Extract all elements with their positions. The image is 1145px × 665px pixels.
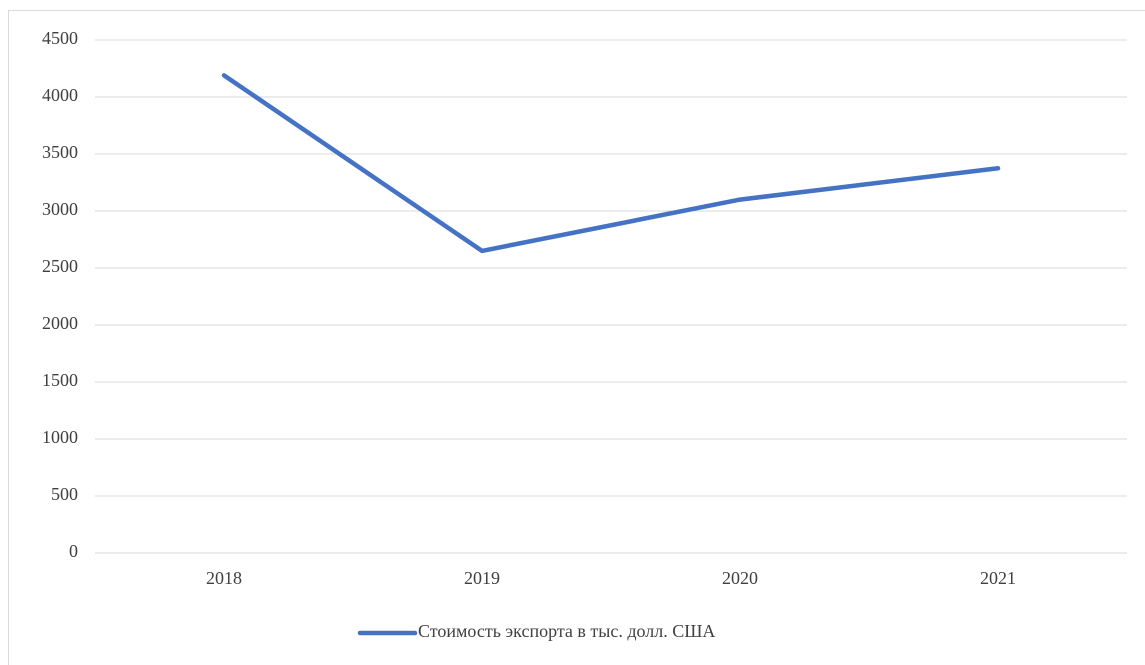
y-tick-label: 0 — [69, 541, 78, 561]
x-tick-label: 2020 — [722, 568, 758, 588]
y-tick-label: 4500 — [42, 28, 78, 48]
legend-label: Стоимость экспорта в тыс. долл. США — [418, 621, 715, 641]
y-tick-label: 2000 — [42, 313, 78, 333]
data-line — [221, 73, 1001, 254]
y-tick-label: 1000 — [42, 427, 78, 447]
y-tick-label: 3500 — [42, 142, 78, 162]
x-tick-label: 2018 — [206, 568, 242, 588]
y-tick-label: 500 — [51, 484, 78, 504]
y-tick-label: 1500 — [42, 370, 78, 390]
chart-border — [8, 10, 1145, 665]
y-tick-label: 2500 — [42, 256, 78, 276]
y-tick-label: 4000 — [42, 85, 78, 105]
y-tick-label: 3000 — [42, 199, 78, 219]
x-tick-label: 2019 — [464, 568, 500, 588]
x-tick-label: 2021 — [980, 568, 1016, 588]
